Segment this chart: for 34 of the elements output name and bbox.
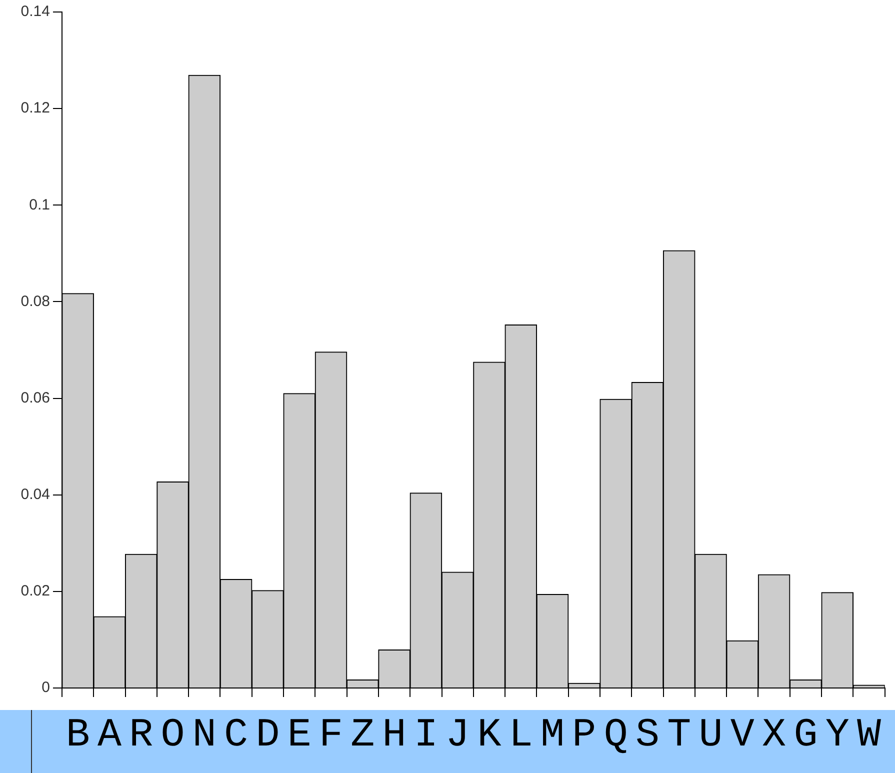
- x-tick-label: L: [508, 714, 533, 759]
- x-tick-label: V: [730, 714, 754, 759]
- x-tick-label: O: [160, 714, 185, 759]
- x-tick-label: Z: [350, 714, 375, 759]
- x-tick-label: H: [382, 714, 406, 759]
- x-tick-label: R: [129, 714, 154, 759]
- x-tick-label: B: [66, 714, 90, 759]
- x-tick-label: E: [287, 714, 312, 759]
- x-tick-label: D: [256, 714, 280, 759]
- x-tick-label: T: [667, 714, 692, 759]
- x-tick-label: K: [477, 714, 502, 759]
- y-tick-label: 0.08: [20, 292, 50, 310]
- x-tick-label: X: [762, 714, 786, 759]
- x-tick-label: Y: [825, 714, 850, 759]
- y-tick-label: 0.06: [20, 389, 50, 406]
- y-tick-label: 0.1: [29, 196, 50, 214]
- x-tick-label: F: [318, 714, 344, 759]
- x-tick-label: U: [698, 714, 723, 759]
- y-tick-label: 0: [42, 679, 50, 696]
- x-tick-label: S: [635, 714, 660, 759]
- x-tick-label: G: [794, 714, 818, 759]
- x-tick-label: W: [856, 714, 882, 759]
- x-tick-label: M: [540, 714, 565, 759]
- x-tick-label: P: [572, 714, 596, 759]
- x-tick-label: N: [192, 714, 216, 759]
- y-tick-label: 0.12: [20, 100, 50, 117]
- x-tick-label: C: [224, 714, 248, 759]
- x-tick-label: J: [446, 714, 470, 759]
- x-tick-label: A: [97, 714, 122, 759]
- y-tick-label: 0.14: [20, 3, 50, 20]
- y-tick-label: 0.04: [20, 486, 50, 503]
- x-tick-label: I: [414, 714, 438, 759]
- y-tick-label: 0.02: [20, 582, 50, 600]
- x-tick-label: Q: [604, 714, 628, 759]
